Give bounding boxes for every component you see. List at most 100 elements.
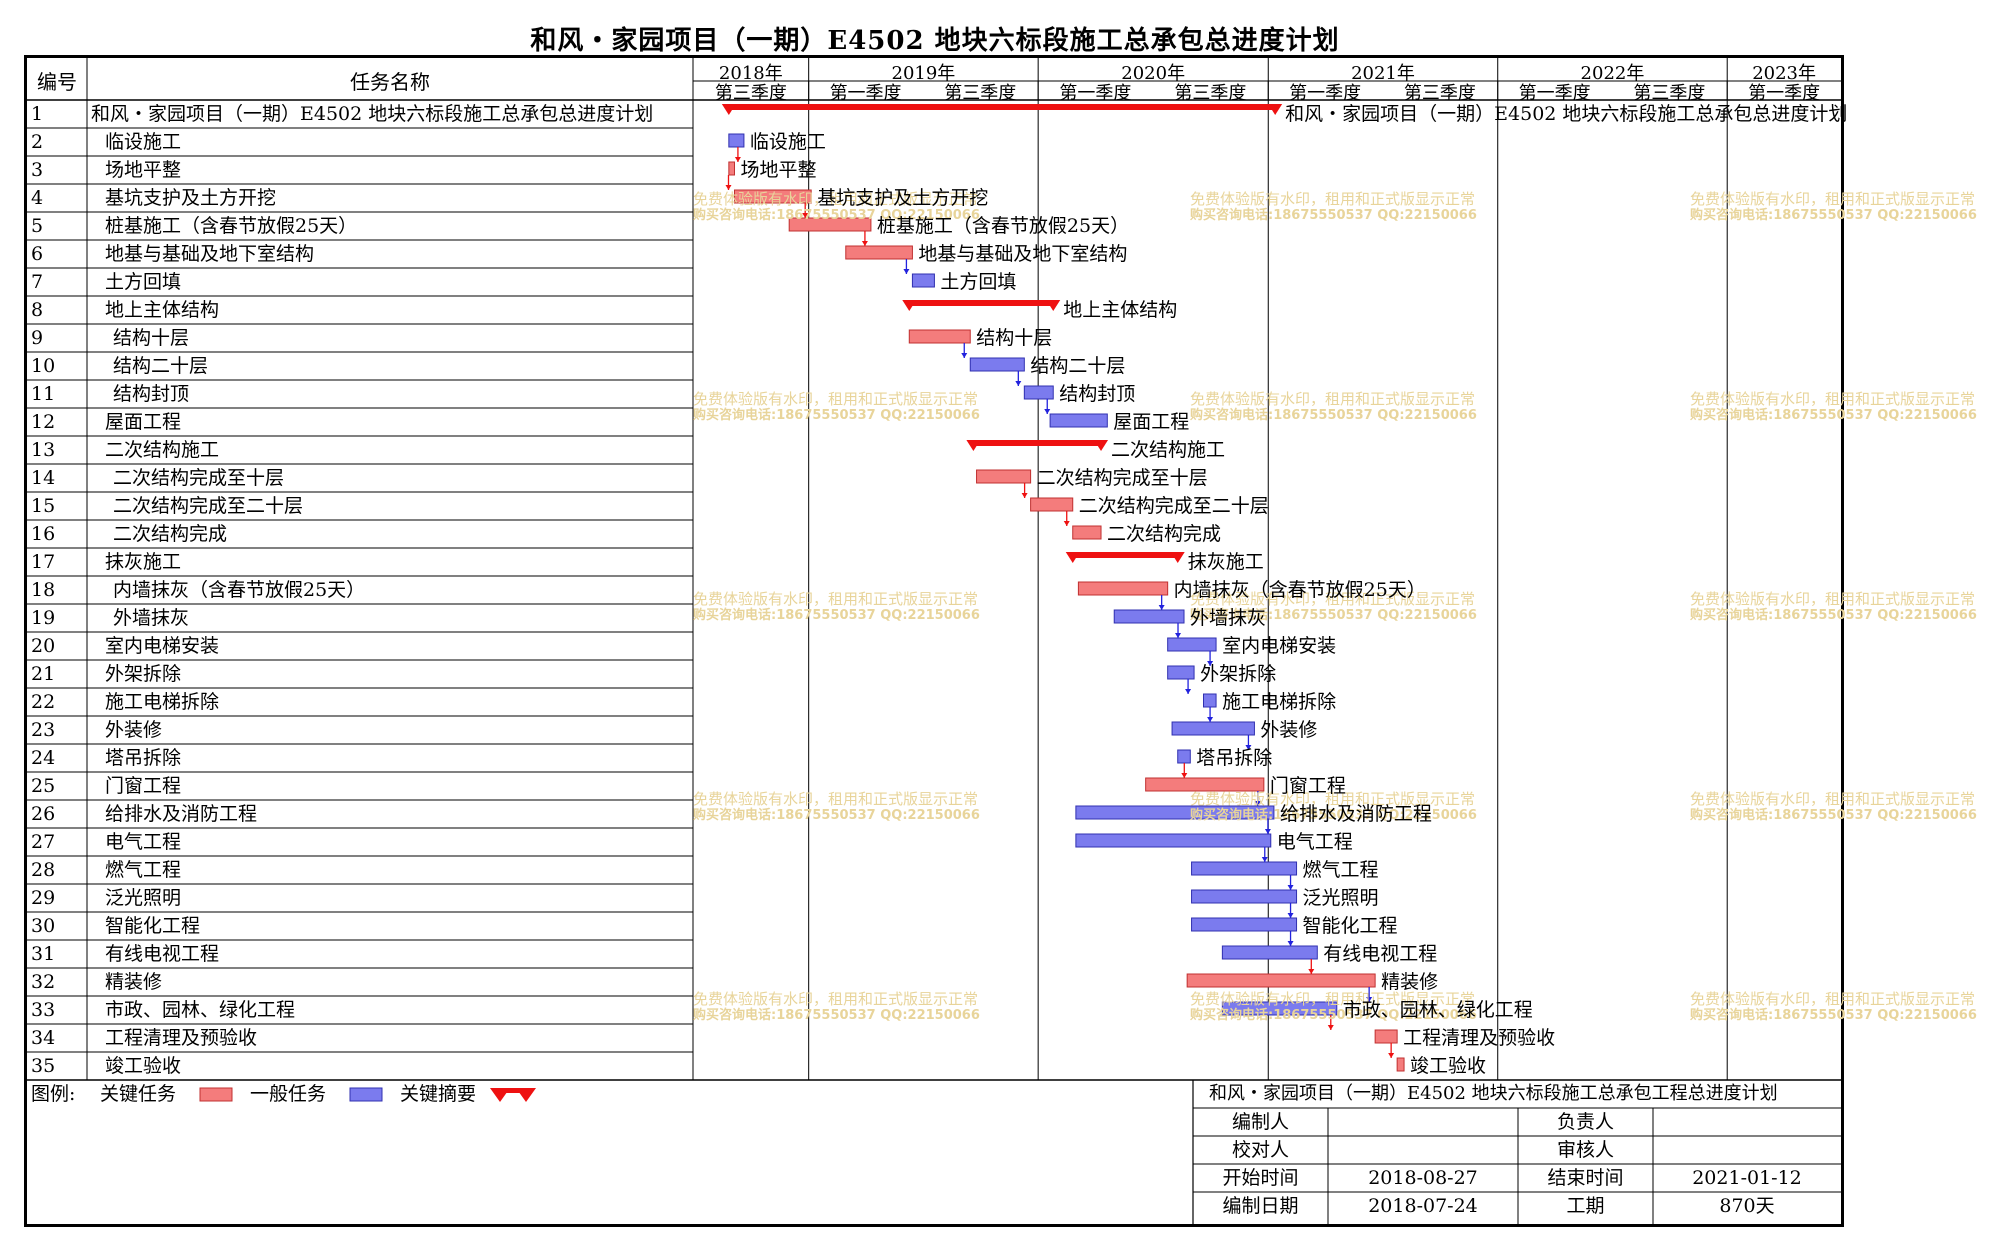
summary-start-marker bbox=[721, 104, 736, 115]
normal-task-bar bbox=[1023, 385, 1054, 400]
year-label: 2023年 bbox=[1752, 63, 1816, 84]
watermark-line2: 购买咨询电话:18675550537 QQ:22150066 bbox=[1690, 208, 1977, 223]
dependency-arrow bbox=[1388, 1053, 1395, 1058]
year-label: 2022年 bbox=[1580, 63, 1645, 84]
normal-task-bar bbox=[728, 133, 745, 148]
task-bar-label: 外墙抹灰 bbox=[1190, 607, 1267, 629]
dependency-arrow bbox=[861, 241, 868, 246]
task-bar-label: 燃气工程 bbox=[1302, 859, 1379, 881]
dependency-arrow bbox=[961, 353, 968, 358]
watermark-line2: 购买咨询电话:18675550537 QQ:22150066 bbox=[1690, 608, 1977, 623]
summary-end-marker bbox=[1046, 300, 1061, 311]
normal-task-bar bbox=[1191, 861, 1298, 876]
quarter-label: 第一季度 bbox=[1518, 83, 1591, 104]
task-name: 结构二十层 bbox=[113, 355, 209, 377]
task-id: 34 bbox=[31, 1027, 56, 1049]
task-bar-label: 有线电视工程 bbox=[1323, 943, 1438, 965]
quarter-label: 第三季度 bbox=[1403, 83, 1476, 104]
quarter-label: 第一季度 bbox=[1748, 83, 1821, 104]
watermark-line2: 购买咨询电话:18675550537 QQ:22150066 bbox=[693, 1008, 980, 1023]
task-id: 23 bbox=[31, 719, 56, 741]
task-id: 1 bbox=[31, 103, 44, 125]
info-label: 编制人 bbox=[1231, 1111, 1289, 1133]
normal-task-bar bbox=[1167, 665, 1195, 680]
task-bar-label: 桩基施工（含春节放假25天） bbox=[876, 215, 1130, 237]
dependency-arrow bbox=[1207, 661, 1214, 666]
dependency-arrow bbox=[1287, 941, 1294, 946]
task-bar-label: 塔吊拆除 bbox=[1196, 747, 1273, 769]
task-bar-label: 门窗工程 bbox=[1269, 775, 1346, 797]
task-bar-label: 场地平整 bbox=[740, 159, 817, 181]
task-id: 14 bbox=[31, 467, 56, 489]
task-name: 给排水及消防工程 bbox=[105, 803, 258, 825]
info-value: 2018-07-24 bbox=[1368, 1195, 1478, 1217]
dependency-arrow bbox=[1287, 913, 1294, 918]
task-name: 外墙抹灰 bbox=[113, 607, 190, 629]
task-id: 5 bbox=[31, 215, 44, 237]
task-name: 土方回填 bbox=[105, 271, 182, 293]
quarter-label: 第一季度 bbox=[1289, 83, 1362, 104]
quarter-label: 第三季度 bbox=[714, 83, 787, 104]
watermark-line2: 购买咨询电话:18675550537 QQ:22150066 bbox=[1690, 1008, 1977, 1023]
legend-normal-label: 一般任务 bbox=[250, 1083, 327, 1105]
info-label: 审核人 bbox=[1556, 1139, 1614, 1161]
task-bar-label: 二次结构完成至二十层 bbox=[1078, 495, 1269, 517]
legend-summary-label: 关键摘要 bbox=[400, 1083, 477, 1105]
dependency-arrow bbox=[1261, 857, 1268, 862]
info-label: 负责人 bbox=[1556, 1111, 1614, 1133]
task-name: 工程清理及预验收 bbox=[105, 1027, 258, 1049]
normal-task-bar bbox=[1049, 413, 1108, 428]
summary-start-marker bbox=[902, 300, 917, 311]
legend-summary-bar bbox=[496, 1088, 524, 1093]
task-id: 26 bbox=[31, 803, 56, 825]
task-bar-label: 电气工程 bbox=[1276, 831, 1353, 853]
task-bar-label: 市政、园林、绿化工程 bbox=[1342, 999, 1533, 1021]
dependency-arrow bbox=[1366, 997, 1373, 1002]
task-name: 施工电梯拆除 bbox=[105, 691, 220, 713]
task-bar-label: 泛光照明 bbox=[1302, 887, 1379, 909]
task-name: 外装修 bbox=[105, 719, 163, 741]
task-id: 33 bbox=[31, 999, 56, 1021]
task-name: 桩基施工（含春节放假25天） bbox=[105, 215, 358, 237]
task-id: 21 bbox=[31, 663, 56, 685]
task-bar-label: 竣工验收 bbox=[1410, 1055, 1487, 1077]
task-bar-label: 地上主体结构 bbox=[1063, 299, 1178, 321]
critical-task-bar bbox=[1030, 497, 1074, 512]
dependency-arrow bbox=[1185, 689, 1192, 694]
task-id: 11 bbox=[31, 383, 56, 405]
task-id: 6 bbox=[31, 243, 44, 265]
task-id: 16 bbox=[31, 523, 56, 545]
watermark-line1: 免费体验版有水印，租用和正式版显示正常 bbox=[693, 790, 979, 808]
watermark-line2: 购买咨询电话:18675550537 QQ:22150066 bbox=[1190, 608, 1477, 623]
watermark-line1: 免费体验版有水印，租用和正式版显示正常 bbox=[1190, 390, 1476, 408]
dependency-arrow bbox=[1015, 381, 1022, 386]
task-bar-label: 基坑支护及土方开挖 bbox=[817, 187, 989, 209]
critical-task-bar bbox=[788, 217, 872, 232]
dependency-arrow bbox=[734, 157, 741, 162]
task-bar-label: 屋面工程 bbox=[1113, 411, 1190, 433]
dependency-arrow bbox=[1181, 773, 1188, 778]
normal-task-bar bbox=[1075, 805, 1275, 820]
task-name: 二次结构完成 bbox=[113, 523, 228, 545]
watermark-line2: 购买咨询电话:18675550537 QQ:22150066 bbox=[693, 608, 980, 623]
task-name: 室内电梯安装 bbox=[105, 635, 220, 657]
dependency-arrow bbox=[903, 269, 910, 274]
normal-task-bar bbox=[1191, 917, 1298, 932]
task-id: 12 bbox=[31, 411, 56, 433]
legend-critical-label: 关键任务 bbox=[100, 1083, 177, 1105]
dependency-arrow bbox=[1254, 801, 1261, 806]
dependency-arrow bbox=[1327, 1025, 1334, 1030]
task-id: 4 bbox=[31, 187, 44, 209]
task-bar-label: 结构二十层 bbox=[1030, 355, 1126, 377]
task-bar-label: 土方回填 bbox=[940, 271, 1017, 293]
task-id: 10 bbox=[31, 355, 56, 377]
summary-end-marker bbox=[1170, 552, 1185, 563]
task-id: 27 bbox=[31, 831, 56, 853]
year-label: 2020年 bbox=[1121, 63, 1186, 84]
dependency-arrow bbox=[1308, 969, 1315, 974]
normal-task-bar bbox=[1177, 749, 1191, 764]
header-task-name: 任务名称 bbox=[350, 70, 430, 94]
normal-task-bar bbox=[1167, 637, 1217, 652]
task-name: 基坑支护及土方开挖 bbox=[105, 187, 277, 209]
dependency-arrow bbox=[1021, 493, 1028, 498]
